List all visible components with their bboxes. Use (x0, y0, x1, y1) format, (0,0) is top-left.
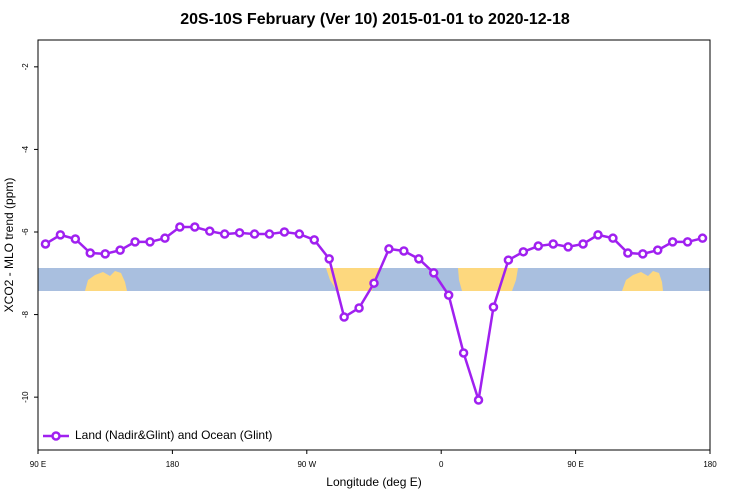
data-point (294, 229, 305, 239)
data-point (503, 255, 514, 265)
plot-frame (37, 39, 711, 451)
data-point (623, 248, 633, 258)
x-tick-label: 90 E (30, 460, 46, 469)
y-axis-label: XCO2 - MLO trend (ppm) (2, 178, 16, 313)
data-point (204, 226, 215, 236)
data-point (443, 290, 454, 300)
land-patch (85, 271, 127, 291)
data-point (85, 248, 96, 258)
data-point (234, 228, 245, 238)
data-point (518, 247, 529, 257)
data-point (219, 229, 230, 239)
x-tick-label: 90 E (567, 460, 583, 469)
data-point (458, 348, 469, 358)
data-point (473, 395, 484, 405)
data-point (115, 245, 125, 255)
y-tick-label: -2 (21, 63, 30, 71)
data-point (190, 222, 200, 232)
y-tick-label: -8 (21, 310, 30, 318)
x-axis-label: Longitude (deg E) (326, 475, 421, 489)
data-point (100, 249, 110, 259)
data-point (533, 241, 544, 251)
data-point (249, 229, 260, 239)
data-point (309, 235, 320, 245)
data-point (638, 249, 648, 259)
data-point (369, 278, 379, 288)
data-point (652, 245, 663, 255)
data-point (339, 312, 349, 322)
data-point (264, 229, 275, 239)
x-tick-label: 180 (703, 460, 717, 469)
data-point (667, 237, 678, 247)
data-point (608, 233, 618, 243)
x-tick-label: 180 (166, 460, 180, 469)
data-point (130, 237, 140, 247)
data-point (40, 239, 51, 249)
data-point (175, 222, 185, 232)
legend-label: Land (Nadir&Glint) and Ocean (Glint) (75, 428, 272, 442)
data-point (384, 244, 394, 254)
data-point (145, 237, 155, 247)
land-patch (458, 268, 518, 291)
legend-marker (51, 431, 61, 441)
x-tick-label: 0 (439, 460, 444, 469)
data-point (160, 233, 170, 243)
land-patch (326, 268, 380, 291)
chart-title: 20S-10S February (Ver 10) 2015-01-01 to … (180, 11, 570, 28)
data-point (593, 230, 603, 240)
land-patch (622, 271, 663, 291)
y-tick-label: -10 (21, 391, 30, 403)
data-point (548, 239, 558, 249)
y-tick-label: -4 (21, 145, 30, 153)
data-point (488, 302, 499, 312)
data-point (279, 227, 290, 237)
data-point (70, 234, 81, 244)
data-point (682, 237, 693, 247)
data-point (563, 242, 573, 252)
data-point (428, 268, 439, 278)
data-point (55, 230, 66, 240)
data-point (578, 239, 588, 249)
y-tick-label: -6 (21, 228, 30, 236)
data-point (354, 303, 364, 313)
data-point (697, 233, 708, 243)
data-point (414, 254, 424, 264)
data-point (324, 254, 334, 264)
x-tick-label: 90 W (297, 460, 316, 469)
data-point (399, 246, 409, 256)
